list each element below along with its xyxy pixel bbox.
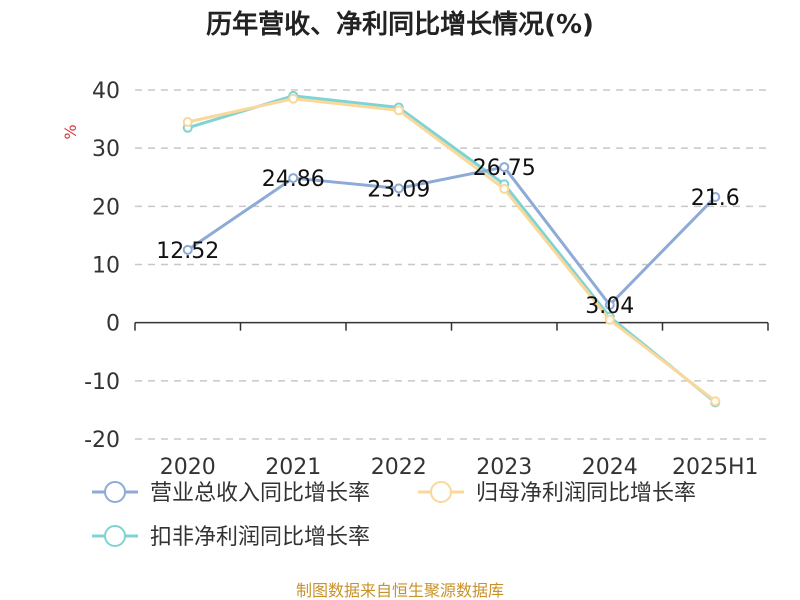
y-tick-label: 0 xyxy=(106,312,120,337)
axes: -20 -10 0 10 20 30 40 2020 2021 2022 2023 2024 2025H… xyxy=(84,79,769,480)
y-tick-label: -10 xyxy=(84,370,120,395)
x-tick-label: 2022 xyxy=(371,455,427,480)
source-note: 制图数据来自恒生聚源数据库 xyxy=(296,581,504,600)
data-point xyxy=(604,299,615,310)
data-point xyxy=(393,183,404,194)
data-label: 24.86 xyxy=(262,167,325,192)
legend-label: 归母净利润同比增长率 xyxy=(476,481,696,506)
x-tick-label: 2020 xyxy=(160,455,216,480)
legend-marker xyxy=(104,481,126,503)
legend-label: 营业总收入同比增长率 xyxy=(150,481,370,506)
data-point xyxy=(288,93,299,104)
grid-lines xyxy=(135,89,768,440)
y-tick-label: 30 xyxy=(92,137,120,162)
x-tick-label: 2025H1 xyxy=(672,455,759,480)
legend-marker xyxy=(104,525,126,547)
y-tick-label: 10 xyxy=(92,254,120,279)
series-line xyxy=(187,97,717,403)
legend-marker xyxy=(430,481,452,503)
data-point xyxy=(710,192,721,203)
y-tick-label: 20 xyxy=(92,195,120,220)
series-line xyxy=(186,165,717,307)
series-line xyxy=(187,94,717,404)
data-point xyxy=(604,314,615,325)
x-tick-label: 2021 xyxy=(265,455,321,480)
data-point xyxy=(288,173,299,184)
chart-title: 历年营收、净利同比增长情况(%) xyxy=(206,9,594,40)
data-point xyxy=(393,105,404,116)
legend-item[interactable]: 营业总收入同比增长率 xyxy=(92,481,370,506)
series-lines xyxy=(182,90,721,408)
legend-label: 扣非净利润同比增长率 xyxy=(150,525,370,550)
x-tick-label: 2023 xyxy=(476,455,532,480)
data-label: 26.75 xyxy=(473,156,536,181)
legend-item[interactable]: 扣非净利润同比增长率 xyxy=(92,525,370,550)
data-point xyxy=(499,183,510,194)
data-label: 3.04 xyxy=(585,294,634,319)
y-tick-label: 40 xyxy=(92,79,120,104)
data-label: 21.6 xyxy=(691,186,740,211)
legend-item[interactable]: 归母净利润同比增长率 xyxy=(418,481,696,506)
y-tick-label: -20 xyxy=(84,428,120,453)
data-label: 23.09 xyxy=(367,177,430,202)
data-point xyxy=(499,162,510,173)
data-point xyxy=(710,396,721,407)
y-axis-unit: % xyxy=(61,124,80,139)
data-labels: 12.52 24.86 23.09 26.75 3.04 21.6 xyxy=(156,156,739,319)
data-point xyxy=(182,116,193,127)
data-label: 12.52 xyxy=(156,239,219,264)
data-point xyxy=(182,244,193,255)
x-tick-label: 2024 xyxy=(582,455,638,480)
